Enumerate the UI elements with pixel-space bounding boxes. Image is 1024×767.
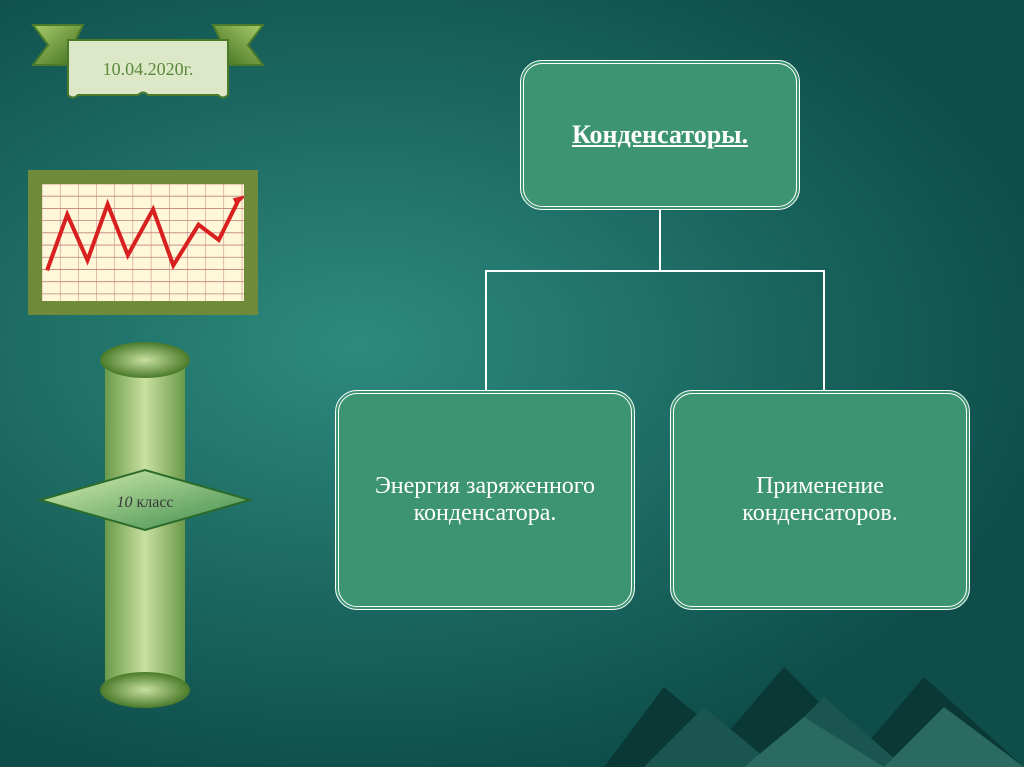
- ribbon-svg: 10.04.2020г.: [28, 20, 268, 120]
- org-child-node-1: Энергия заряженного конденсатора.: [335, 390, 635, 610]
- org-child-node-2: Применение конденсаторов.: [670, 390, 970, 610]
- slide: 10.04.2020г.: [0, 0, 1024, 767]
- org-child-label-1: Энергия заряженного конденсатора.: [357, 473, 613, 527]
- org-root-node: Конденсаторы.: [520, 60, 800, 210]
- mountains-svg: [604, 647, 1024, 767]
- org-chart: Конденсаторы. Энергия заряженного конден…: [310, 60, 990, 620]
- date-text: 10.04.2020г.: [103, 59, 194, 79]
- class-label: 10 класс: [116, 494, 173, 511]
- date-ribbon: 10.04.2020г.: [28, 20, 268, 120]
- org-child-label-2: Применение конденсаторов.: [692, 473, 948, 527]
- connector-vertical-right: [823, 270, 825, 390]
- chart-inner: [42, 184, 244, 301]
- class-diamond: 10 класс: [35, 465, 255, 535]
- org-root-label: Конденсаторы.: [572, 120, 748, 150]
- chart-svg: [42, 184, 244, 301]
- diamond-svg: 10 класс: [35, 465, 255, 535]
- chart-frame: [28, 170, 258, 315]
- connector-vertical-root: [659, 210, 661, 270]
- connector-vertical-left: [485, 270, 487, 390]
- mountains-decoration: [604, 647, 1024, 767]
- connector-horizontal: [485, 270, 825, 272]
